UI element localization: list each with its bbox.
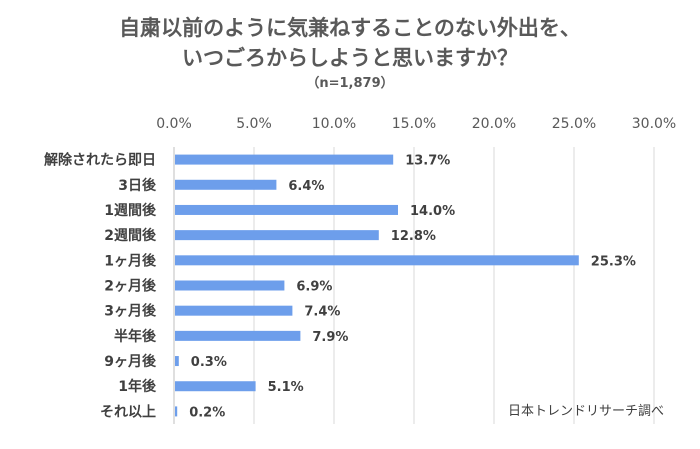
chart-title-line-2: いつごろからしようと思いますか？ <box>182 46 518 70</box>
bar <box>175 255 579 266</box>
bar <box>175 204 398 215</box>
x-tick-label: 0.0% <box>156 116 192 132</box>
bar <box>175 305 293 316</box>
bar <box>175 330 301 341</box>
x-tick-label: 30.0% <box>632 116 676 132</box>
source-note: 日本トレンドリサーチ調べ <box>507 404 664 419</box>
category-label: 9ヶ月後 <box>104 353 157 370</box>
data-label: 5.1% <box>268 380 304 395</box>
x-tick-label: 25.0% <box>552 116 596 132</box>
x-tick-label: 10.0% <box>312 116 356 132</box>
data-label: 7.9% <box>312 330 348 345</box>
x-tick-label: 20.0% <box>472 116 516 132</box>
x-tick-label: 15.0% <box>392 116 436 132</box>
bar <box>175 406 178 417</box>
chart-subtitle: （n=1,879） <box>306 76 394 91</box>
data-label: 14.0% <box>410 204 455 219</box>
category-label: 3日後 <box>118 177 157 194</box>
bar <box>175 356 179 367</box>
data-label: 12.8% <box>391 229 436 244</box>
data-label: 0.2% <box>189 405 225 420</box>
data-label: 0.3% <box>191 355 227 370</box>
category-label: 2ヶ月後 <box>104 278 157 295</box>
data-label: 6.4% <box>288 179 324 194</box>
bar <box>175 179 277 190</box>
data-label: 7.4% <box>304 305 340 320</box>
x-tick-label: 5.0% <box>236 116 272 132</box>
category-label: 1ヶ月後 <box>104 252 157 269</box>
data-label: 6.9% <box>296 280 332 295</box>
category-label: 1年後 <box>118 378 157 395</box>
category-label: 3ヶ月後 <box>104 303 157 320</box>
category-label: 1週間後 <box>104 202 157 219</box>
chart-title-line-1: 自粛以前のように気兼ねすることのない外出を、 <box>119 16 581 40</box>
data-label: 25.3% <box>591 254 636 269</box>
bar <box>175 280 285 291</box>
category-label: 解除されたら即日 <box>44 152 156 169</box>
data-label: 13.7% <box>405 154 450 169</box>
category-label: 2週間後 <box>104 227 157 244</box>
bar <box>175 154 394 165</box>
category-label: それ以上 <box>100 404 156 420</box>
category-label: 半年後 <box>114 328 157 345</box>
bar <box>175 381 256 392</box>
bar <box>175 230 379 241</box>
